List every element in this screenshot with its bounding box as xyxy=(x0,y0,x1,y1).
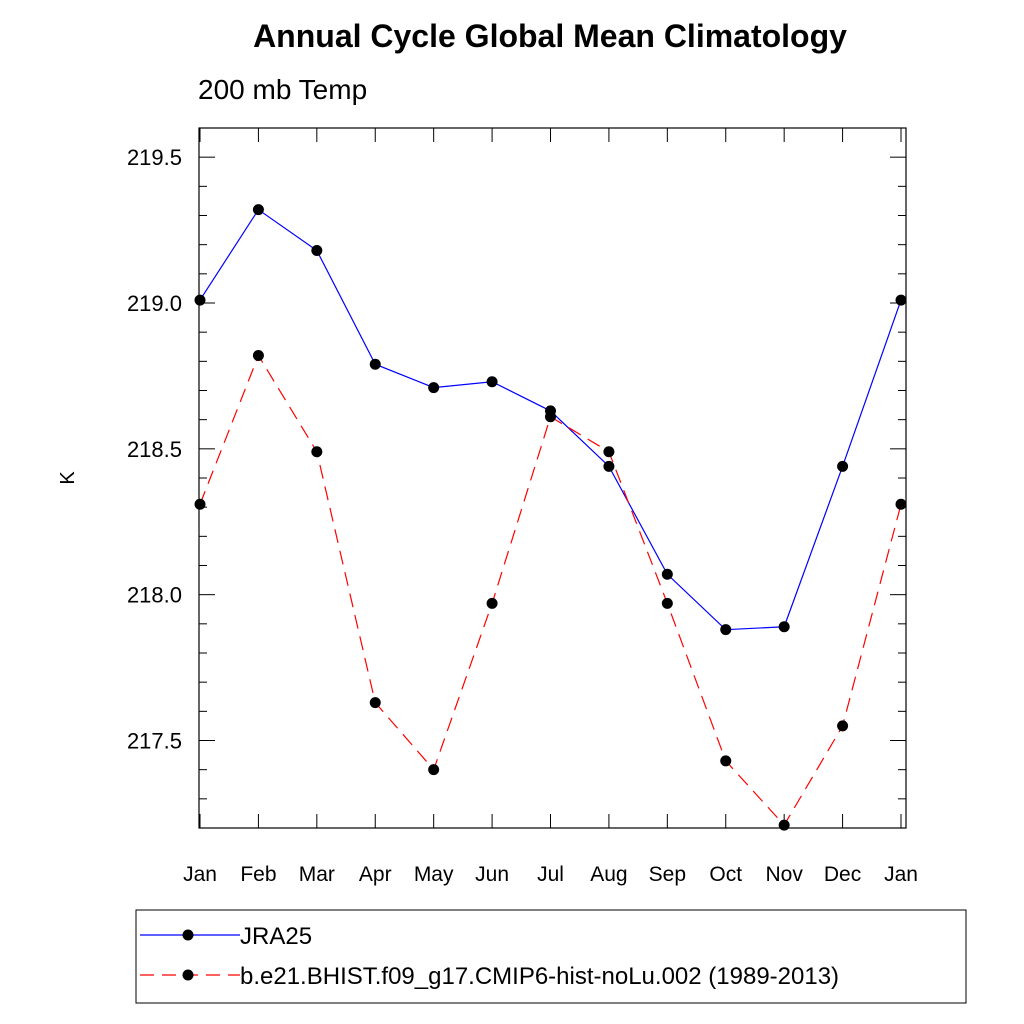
series-lines xyxy=(199,208,902,827)
y-tick-label: 218.5 xyxy=(127,437,182,462)
data-point xyxy=(837,720,849,732)
data-point xyxy=(720,624,732,636)
legend: JRA25 b.e21.BHIST.f09_g17.CMIP6-hist-noLu… xyxy=(140,923,839,990)
y-tick-label: 218.0 xyxy=(127,583,182,608)
legend-label-1: b.e21.BHIST.f09_g17.CMIP6-hist-noLu.002 … xyxy=(240,963,839,990)
x-tick-label: Sep xyxy=(649,863,686,886)
data-point xyxy=(661,568,673,580)
data-point xyxy=(486,597,498,609)
data-point xyxy=(194,294,206,306)
data-point xyxy=(603,446,615,458)
x-tick-labels: Jan Feb Mar Apr May Jun Jul Aug Sep Oct Nov Dec Jan xyxy=(183,863,918,886)
series-line-1 xyxy=(199,354,902,827)
data-point xyxy=(720,755,732,767)
legend-label-0: JRA25 xyxy=(240,923,312,950)
axis-ticks xyxy=(199,127,906,829)
data-point xyxy=(369,697,381,709)
y-axis-label: K xyxy=(57,471,79,485)
chart-subtitle: 200 mb Temp xyxy=(198,74,367,105)
data-point xyxy=(428,764,440,776)
data-point xyxy=(311,446,323,458)
x-tick-label: Jul xyxy=(537,863,564,886)
data-point xyxy=(778,819,790,831)
series-markers xyxy=(194,204,907,831)
data-point xyxy=(545,411,556,423)
data-point xyxy=(486,376,498,388)
x-tick-label: Apr xyxy=(359,863,392,886)
data-point xyxy=(837,460,849,472)
data-point xyxy=(194,498,206,510)
legend-box xyxy=(135,909,967,1004)
data-point xyxy=(252,204,264,216)
legend-marker-1 xyxy=(182,969,194,981)
chart-title: Annual Cycle Global Mean Climatology xyxy=(253,18,847,54)
data-point xyxy=(661,597,673,609)
data-point xyxy=(311,245,323,256)
data-point xyxy=(895,498,907,510)
data-point xyxy=(778,621,790,633)
y-tick-label: 217.5 xyxy=(127,729,182,754)
y-tick-label: 219.5 xyxy=(127,145,182,170)
plot-frame xyxy=(198,127,907,829)
data-point xyxy=(895,294,907,306)
legend-marker-0 xyxy=(182,929,194,941)
x-tick-label: Jun xyxy=(475,863,509,886)
x-tick-label: Mar xyxy=(299,863,335,886)
x-tick-label: Dec xyxy=(824,863,861,886)
y-tick-labels: 217.5 218.0 218.5 219.0 219.5 xyxy=(127,145,182,753)
x-tick-label: Aug xyxy=(590,863,627,886)
x-tick-label: Oct xyxy=(709,863,742,886)
data-point xyxy=(369,358,381,370)
x-tick-label: Jan xyxy=(183,863,217,886)
x-tick-label: Nov xyxy=(765,863,803,886)
x-tick-label: May xyxy=(414,863,454,886)
data-point xyxy=(428,382,440,394)
data-point xyxy=(603,460,615,472)
x-tick-label: Feb xyxy=(240,863,276,886)
y-tick-label: 219.0 xyxy=(127,291,182,316)
x-tick-label: Jan xyxy=(884,863,918,886)
data-point xyxy=(252,350,264,361)
